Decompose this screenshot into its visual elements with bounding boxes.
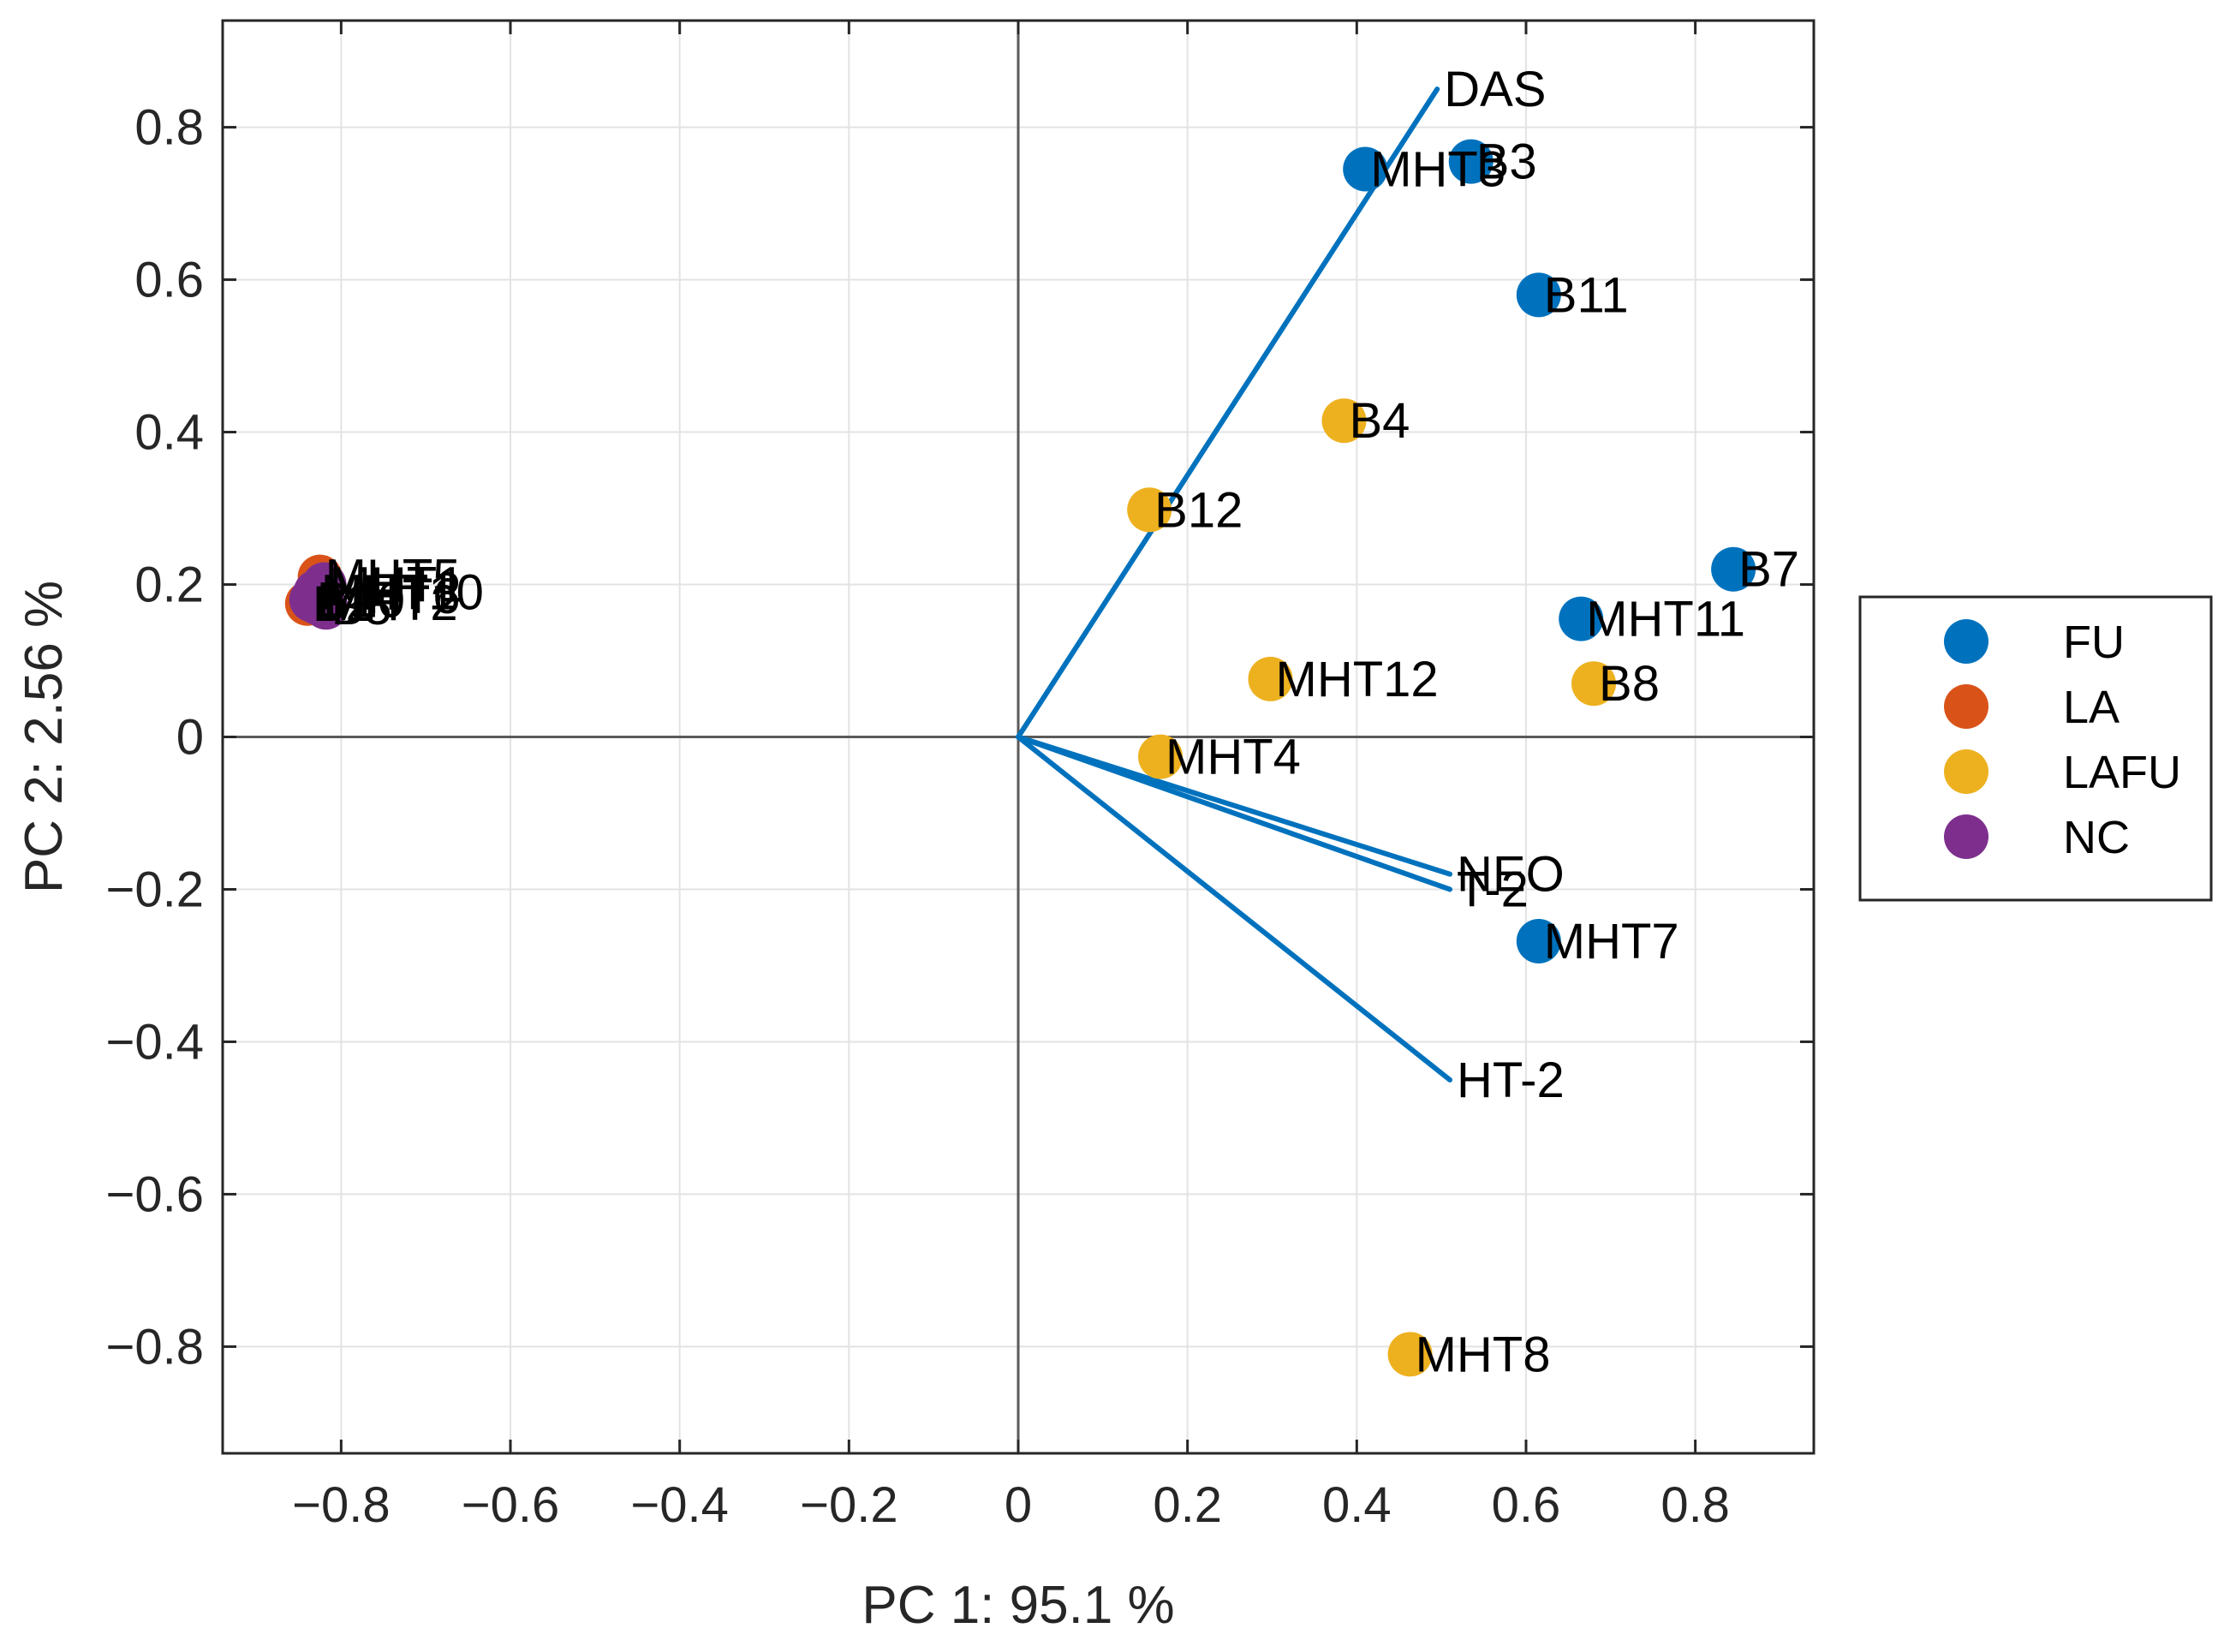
score-point-label: MHT5 [325,550,461,605]
x-axis-ticks: −0.8 −0.6 −0.4 −0.2 0 0.2 0.4 0.6 0.8 [292,21,1730,1533]
score-point-label: MHT3 [1370,142,1505,198]
legend-label-nc: NC [2063,812,2130,863]
x-tick-label: −0.4 [630,1477,729,1533]
legend-marker-nc [1944,814,1988,859]
x-tick-label: −0.2 [800,1477,898,1533]
score-point-lafu [1127,487,1172,533]
loading-vectors [1016,86,1453,1082]
y-tick-label: −0.6 [106,1166,205,1222]
score-point-label: B10 [317,572,405,628]
x-tick-label: 0 [1005,1477,1032,1533]
score-point-fu [1559,596,1604,641]
legend-box [1858,595,2213,902]
x-tick-label: −0.6 [462,1477,560,1533]
x-tick-label: 0.4 [1322,1477,1392,1533]
loading-vector-t-2 [1016,734,1453,892]
score-point-fu [1516,918,1561,963]
score-point-fu [1711,546,1756,592]
y-tick-label: −0.4 [106,1014,205,1070]
score-point-label: MHT10 [321,564,484,620]
score-point-lafu [1248,656,1293,701]
x-tick-label: 0.2 [1153,1477,1222,1533]
score-point-nc [295,580,340,625]
score-point-label: MHT6 [325,569,461,624]
score-point-label: B12 [1154,482,1243,538]
score-point-label: MHT11 [1586,592,1745,647]
score-point-label: MHT8 [1416,1327,1551,1382]
score-point-fu [1516,272,1561,318]
score-point-label: B5 [331,580,392,635]
score-point-lafu [1138,734,1184,779]
y-tick-label: 0.6 [134,253,204,308]
x-tick-label: 0.6 [1492,1477,1561,1533]
score-point-lafu [1321,398,1367,444]
y-tick-label: 0.2 [134,558,204,613]
score-point-fu [1448,139,1494,184]
legend-label-la: LA [2063,682,2120,733]
score-point-label: MHT1 [330,558,465,613]
x-axis-label: PC 1: 95.1 % [862,1576,1174,1635]
score-point-label: MHT4 [1166,730,1301,785]
y-tick-label: 0 [176,710,204,766]
score-points [284,139,1756,1377]
x-tick-label: −0.8 [292,1477,391,1533]
loading-vector-ht-2 [1016,734,1453,1082]
score-point-label: B4 [1349,393,1410,449]
y-tick-label: 0.4 [134,405,204,461]
score-point-label: B2 [313,576,373,632]
score-point-label: B11 [1544,267,1629,323]
legend-marker-la [1944,684,1988,729]
legend-label-lafu: LAFU [2063,747,2181,798]
loading-vector-das [1016,86,1440,740]
legend-label-fu: FU [2063,617,2125,668]
legend-marker-fu [1944,619,1988,664]
y-tick-label: −0.8 [106,1319,205,1375]
score-point-label: MHT2 [323,576,458,631]
score-point-label: B3 [1476,134,1537,190]
legend-marker-lafu [1944,749,1988,794]
loading-label-das: DAS [1444,62,1546,117]
score-point-lafu [1571,661,1617,707]
score-point-lafu [1387,1332,1433,1377]
score-point-fu [1343,146,1388,192]
score-point-label: MHT12 [1276,652,1439,707]
score-point-label: MHT7 [1544,914,1679,969]
loading-label-t-2: T-2 [1457,862,1529,917]
y-axis-ticks: −0.8 −0.6 −0.4 −0.2 0 0.2 0.4 0.6 0.8 [106,100,1814,1375]
y-tick-label: −0.2 [106,862,205,917]
loading-label-ht-2: HT-2 [1457,1053,1565,1108]
point-labels: DASNEOT-2HT-2MHT3B3B11B7MHT11MHT7B2MHT5B… [313,62,1799,1382]
loading-label-neo: NEO [1457,847,1565,903]
legend: FU LA LAFU NC [1858,595,2213,902]
score-point-label: B7 [1738,542,1799,598]
score-point-label: B8 [1599,656,1660,712]
y-tick-label: 0.8 [134,100,204,156]
x-tick-label: 0.8 [1661,1477,1730,1533]
y-axis-label: PC 2: 2.56 % [15,581,74,893]
